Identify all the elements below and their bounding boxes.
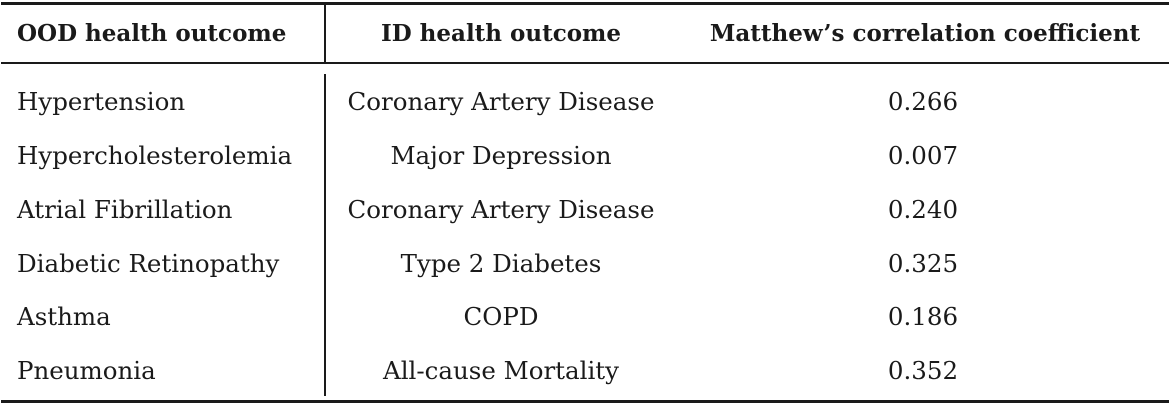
- cell-mcc: 0.007: [887, 141, 959, 170]
- body-column-divider: [324, 74, 326, 396]
- cell-mcc: 0.352: [887, 356, 959, 385]
- cell-id-outcome: Major Depression: [390, 141, 612, 170]
- top-rule: [1, 2, 1169, 5]
- header-ood-outcome: OOD health outcome: [17, 20, 287, 47]
- bottom-rule: [1, 400, 1169, 403]
- cell-ood-outcome: Asthma: [17, 302, 111, 331]
- cell-ood-outcome: Hypercholesterolemia: [17, 141, 293, 170]
- cell-mcc: 0.240: [887, 195, 959, 224]
- cell-mcc: 0.325: [887, 249, 959, 278]
- cell-mcc: 0.266: [887, 87, 959, 116]
- cell-mcc: 0.186: [887, 302, 959, 331]
- cell-id-outcome: Coronary Artery Disease: [347, 195, 655, 224]
- header-mcc: Matthew’s correlation coefficient: [709, 20, 1141, 47]
- cell-ood-outcome: Atrial Fibrillation: [17, 195, 233, 224]
- header-rule: [1, 62, 1169, 64]
- cell-id-outcome: Coronary Artery Disease: [347, 87, 655, 116]
- cell-id-outcome: Type 2 Diabetes: [400, 249, 602, 278]
- cell-id-outcome: COPD: [463, 302, 539, 331]
- cell-ood-outcome: Pneumonia: [17, 356, 156, 385]
- cell-ood-outcome: Hypertension: [17, 87, 186, 116]
- cell-ood-outcome: Diabetic Retinopathy: [17, 249, 280, 278]
- header-id-outcome: ID health outcome: [380, 20, 622, 47]
- cell-id-outcome: All-cause Mortality: [383, 356, 619, 385]
- header-column-divider: [324, 5, 326, 62]
